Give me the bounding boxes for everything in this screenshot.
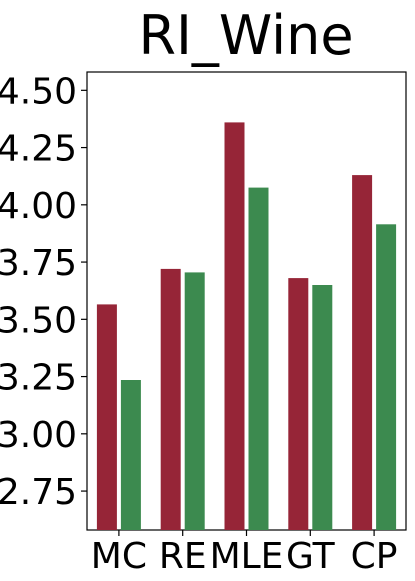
bar <box>96 304 117 530</box>
y-tick-label: 2.75 <box>0 472 77 513</box>
y-tick-label: 3.75 <box>0 243 77 284</box>
bar <box>248 187 269 530</box>
x-axis: MC RE MLE GT CP <box>91 530 398 577</box>
y-tick-label: 3.25 <box>0 358 77 399</box>
y-axis: 2.75 3.00 3.25 3.50 3.75 4.00 4.25 4.50 <box>0 71 87 513</box>
bar <box>312 285 333 530</box>
x-tick-label: RE <box>159 536 207 577</box>
bars-group <box>96 122 397 531</box>
bar <box>184 272 205 530</box>
y-tick-label: 3.50 <box>0 300 77 341</box>
bar <box>160 268 181 530</box>
bar <box>224 122 245 531</box>
x-tick-label: MC <box>91 536 147 577</box>
y-tick-label: 3.00 <box>0 415 77 456</box>
bar <box>352 175 373 530</box>
chart-title: RI_Wine <box>138 4 353 67</box>
x-tick-label: CP <box>351 536 398 577</box>
x-tick-label: GT <box>286 536 336 577</box>
y-tick-label: 4.50 <box>0 71 77 112</box>
bar <box>288 278 309 530</box>
y-tick-label: 4.00 <box>0 186 77 227</box>
bar <box>376 224 397 531</box>
bar <box>120 380 141 530</box>
y-tick-label: 4.25 <box>0 129 77 170</box>
x-tick-label: MLE <box>210 536 284 577</box>
